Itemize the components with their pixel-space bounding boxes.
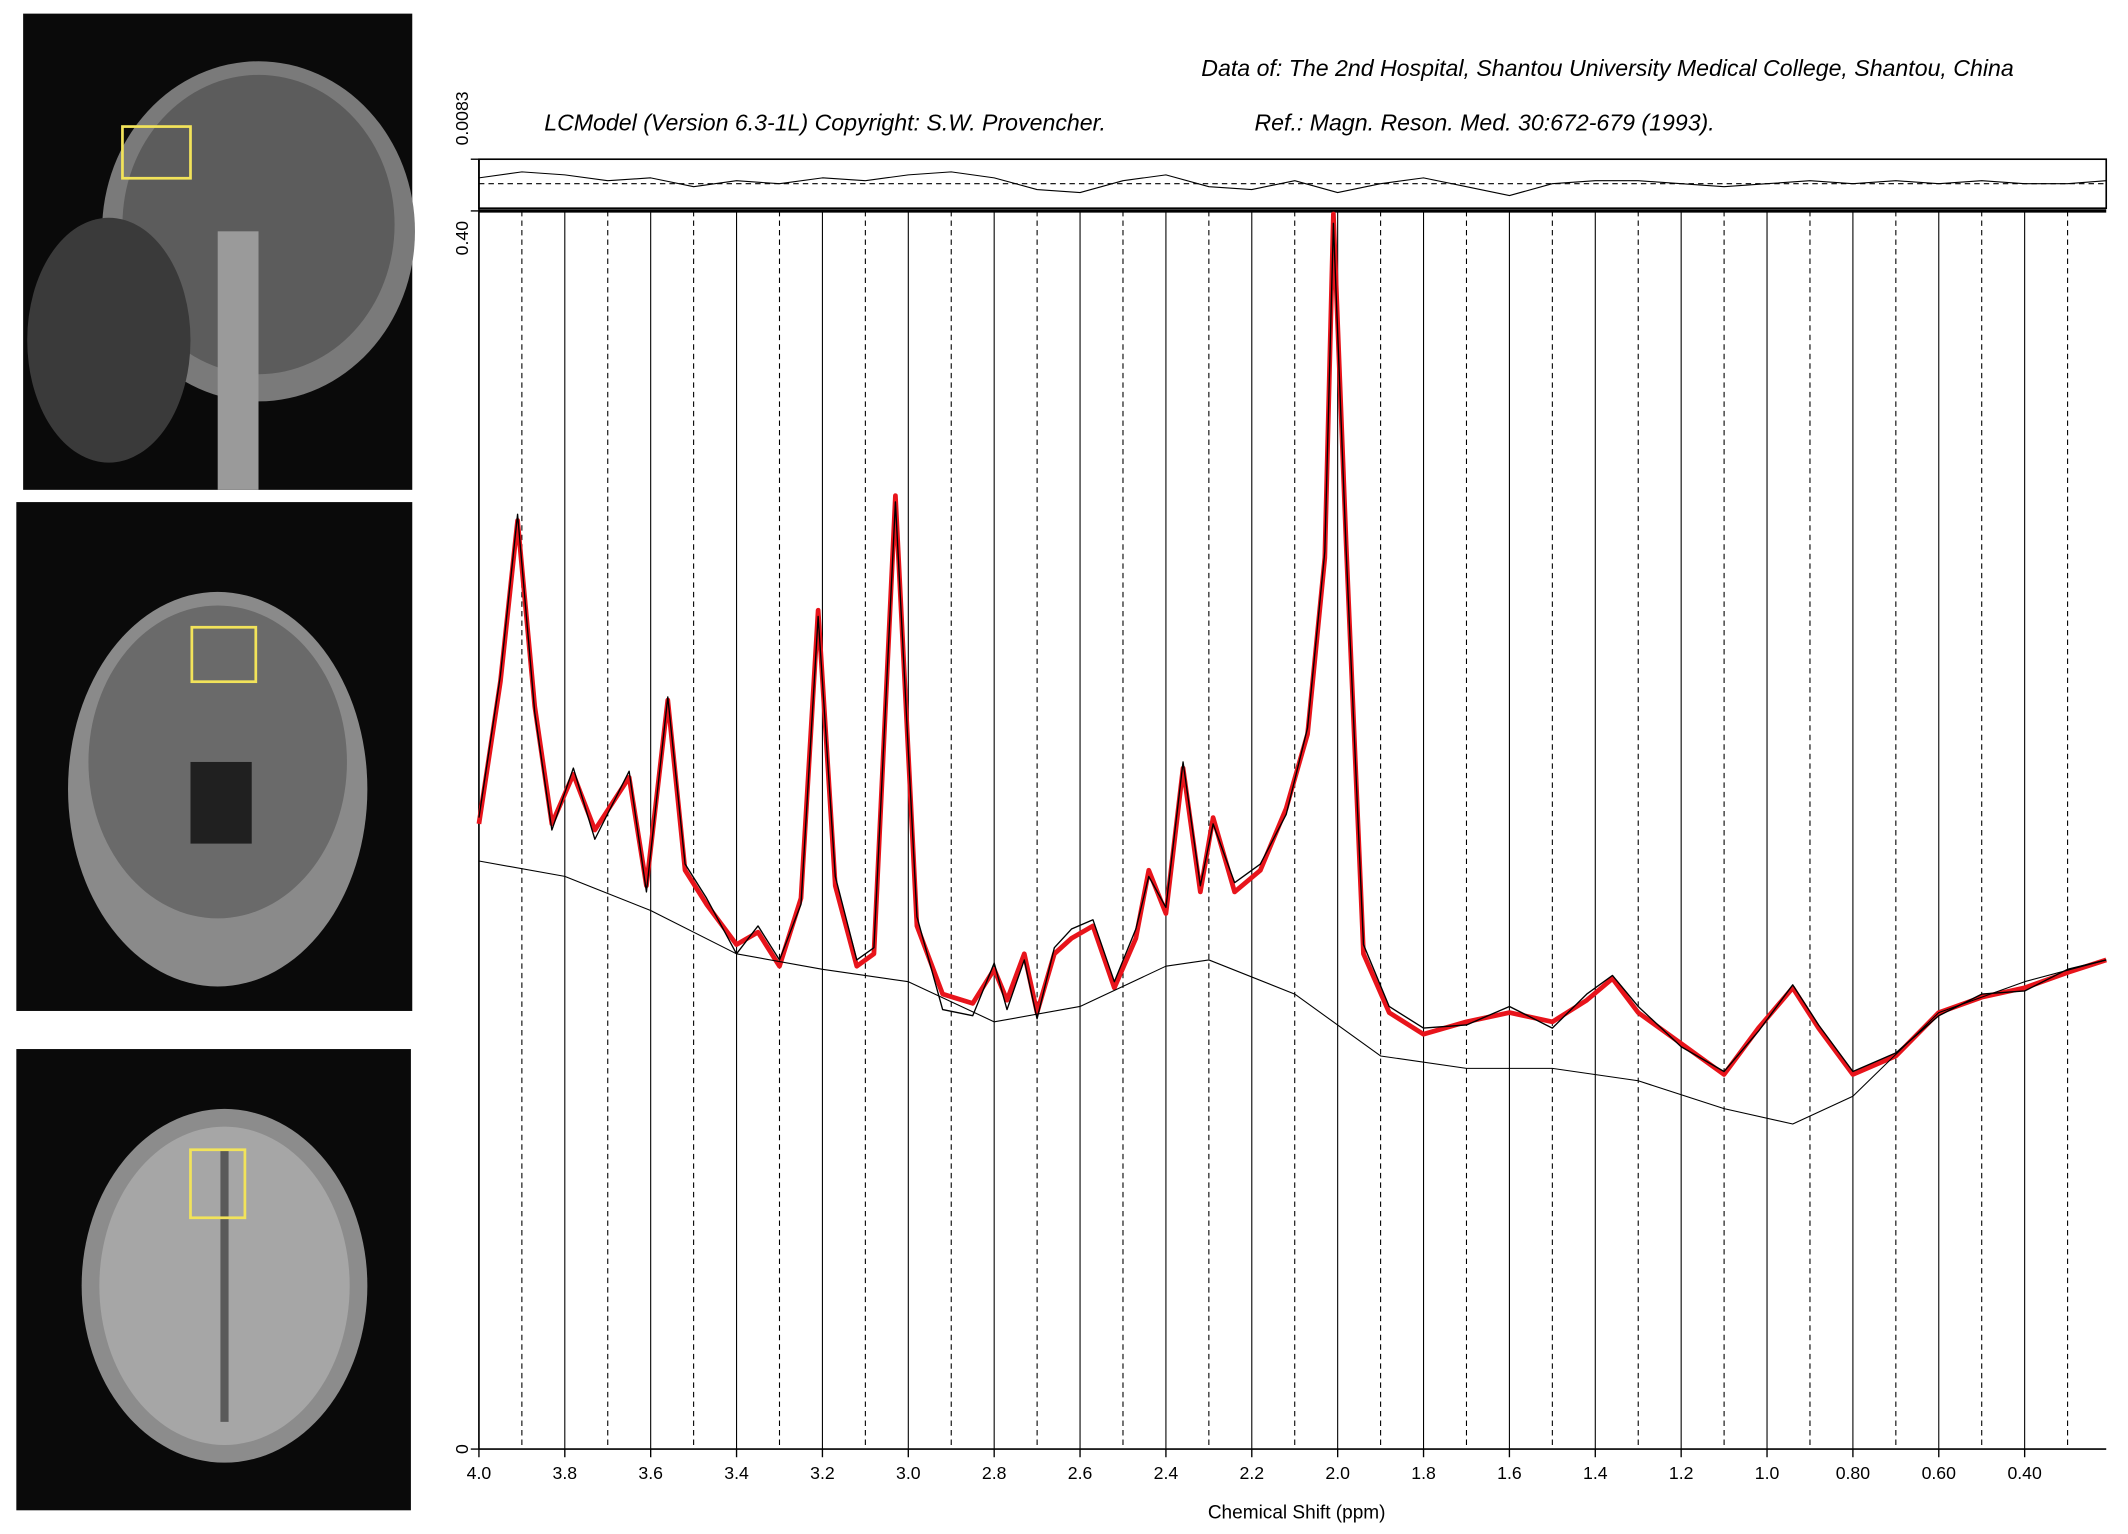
- residual-y-tick-label: 0.0083: [452, 91, 472, 145]
- x-tick-label: 1.6: [1497, 1463, 1522, 1483]
- x-tick-label: 2.2: [1240, 1463, 1265, 1483]
- x-tick-label: 0.60: [1922, 1463, 1957, 1483]
- spectrum-line: [476, 211, 2107, 1077]
- x-tick-label: 2.6: [1068, 1463, 1093, 1483]
- x-tick-label: 1.8: [1411, 1463, 1436, 1483]
- header: Data of: The 2nd Hospital, Shantou Unive…: [1201, 55, 2014, 81]
- x-tick-label: 2.4: [1154, 1463, 1179, 1483]
- x-tick-label: 2.8: [982, 1463, 1007, 1483]
- spectrum-line: [478, 222, 2107, 1073]
- x-tick-label: 1.2: [1669, 1463, 1694, 1483]
- y-tick-label: 0: [452, 1444, 472, 1454]
- x-tick-label: 1.4: [1583, 1463, 1608, 1483]
- x-tick-label: 4.0: [467, 1463, 492, 1483]
- x-axis-label: Chemical Shift (ppm): [1208, 1502, 1386, 1523]
- x-tick-label: 0.40: [2007, 1463, 2042, 1483]
- x-tick-label: 3.8: [553, 1463, 578, 1483]
- y-tick-label: 0.40: [452, 221, 472, 256]
- mri-axial: [16, 1049, 411, 1511]
- x-tick-label: 2.0: [1325, 1463, 1350, 1483]
- x-tick-label: 3.6: [638, 1463, 663, 1483]
- x-tick-label: 3.0: [896, 1463, 921, 1483]
- x-tick-label: 1.0: [1755, 1463, 1780, 1483]
- x-tick-label: 0.80: [1836, 1463, 1871, 1483]
- spectrum-line: [478, 171, 2107, 197]
- copyright: LCModel (Version 6.3-1L) Copyright: S.W.…: [544, 110, 1106, 136]
- x-tick-label: 3.4: [724, 1463, 749, 1483]
- mri-coronal: [16, 502, 413, 1011]
- spectrum-line: [478, 860, 2107, 1125]
- mri-sagittal: [23, 13, 415, 490]
- x-tick-label: 3.2: [810, 1463, 835, 1483]
- reference: Ref.: Magn. Reson. Med. 30:672-679 (1993…: [1254, 110, 1714, 136]
